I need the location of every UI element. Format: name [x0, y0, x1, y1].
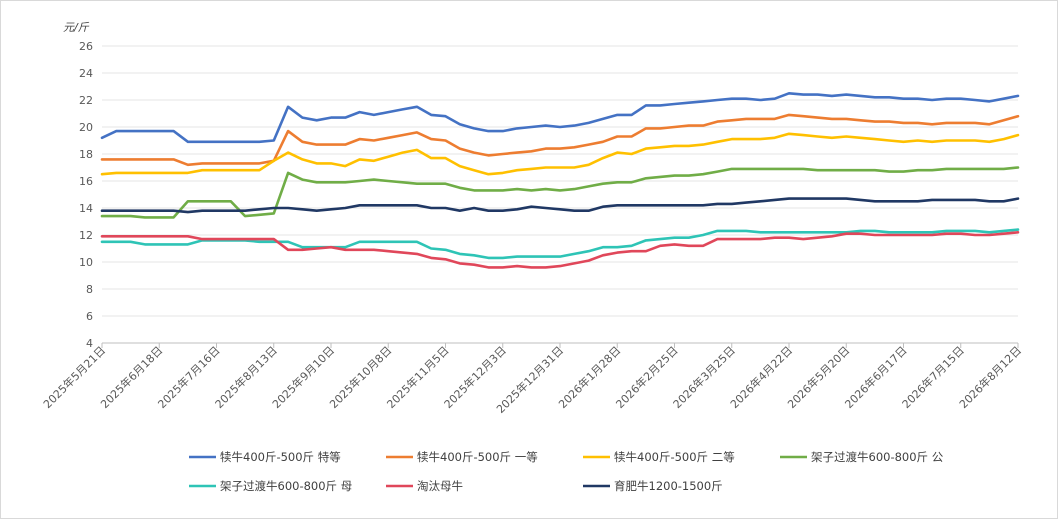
- legend-label: 淘汰母牛: [417, 479, 463, 493]
- series-line-3: [100, 166, 1020, 219]
- y-tick-label: 18: [79, 148, 93, 161]
- y-tick-label: 16: [79, 175, 93, 188]
- series-line-5: [100, 231, 1020, 269]
- series-line-0: [100, 92, 1020, 144]
- y-tick-label: 26: [79, 40, 93, 53]
- y-tick-label: 6: [86, 310, 93, 323]
- y-tick-label: 4: [86, 337, 93, 350]
- y-tick-label: 22: [79, 94, 93, 107]
- legend-item: 犊牛400斤-500斤 一等: [386, 450, 538, 464]
- legend-label: 育肥牛1200-1500斤: [614, 479, 723, 493]
- legend-item: 淘汰母牛: [386, 479, 463, 493]
- legend-label: 犊牛400斤-500斤 二等: [614, 450, 735, 464]
- legend-label: 架子过渡牛600-800斤 公: [811, 450, 944, 464]
- legend-item: 架子过渡牛600-800斤 公: [780, 450, 944, 464]
- y-tick-label: 14: [79, 202, 93, 215]
- y-axis-unit: 元/斤: [63, 21, 90, 34]
- y-tick-label: 24: [79, 67, 93, 80]
- legend-label: 犊牛400斤-500斤 一等: [417, 450, 538, 464]
- series-line-4: [100, 228, 1020, 260]
- legend-item: 犊牛400斤-500斤 特等: [189, 450, 341, 464]
- legend-item: 架子过渡牛600-800斤 母: [189, 479, 352, 493]
- y-tick-label: 12: [79, 229, 93, 242]
- series-line-6: [100, 197, 1020, 214]
- legend-label: 架子过渡牛600-800斤 母: [220, 479, 352, 493]
- y-tick-label: 20: [79, 121, 93, 134]
- legend-item: 犊牛400斤-500斤 二等: [583, 450, 735, 464]
- legend-label: 犊牛400斤-500斤 特等: [220, 450, 341, 464]
- y-tick-label: 8: [86, 283, 93, 296]
- y-tick-label: 10: [79, 256, 93, 269]
- legend-item: 育肥牛1200-1500斤: [583, 479, 723, 493]
- series-line-1: [100, 113, 1020, 167]
- series-line-2: [100, 132, 1020, 176]
